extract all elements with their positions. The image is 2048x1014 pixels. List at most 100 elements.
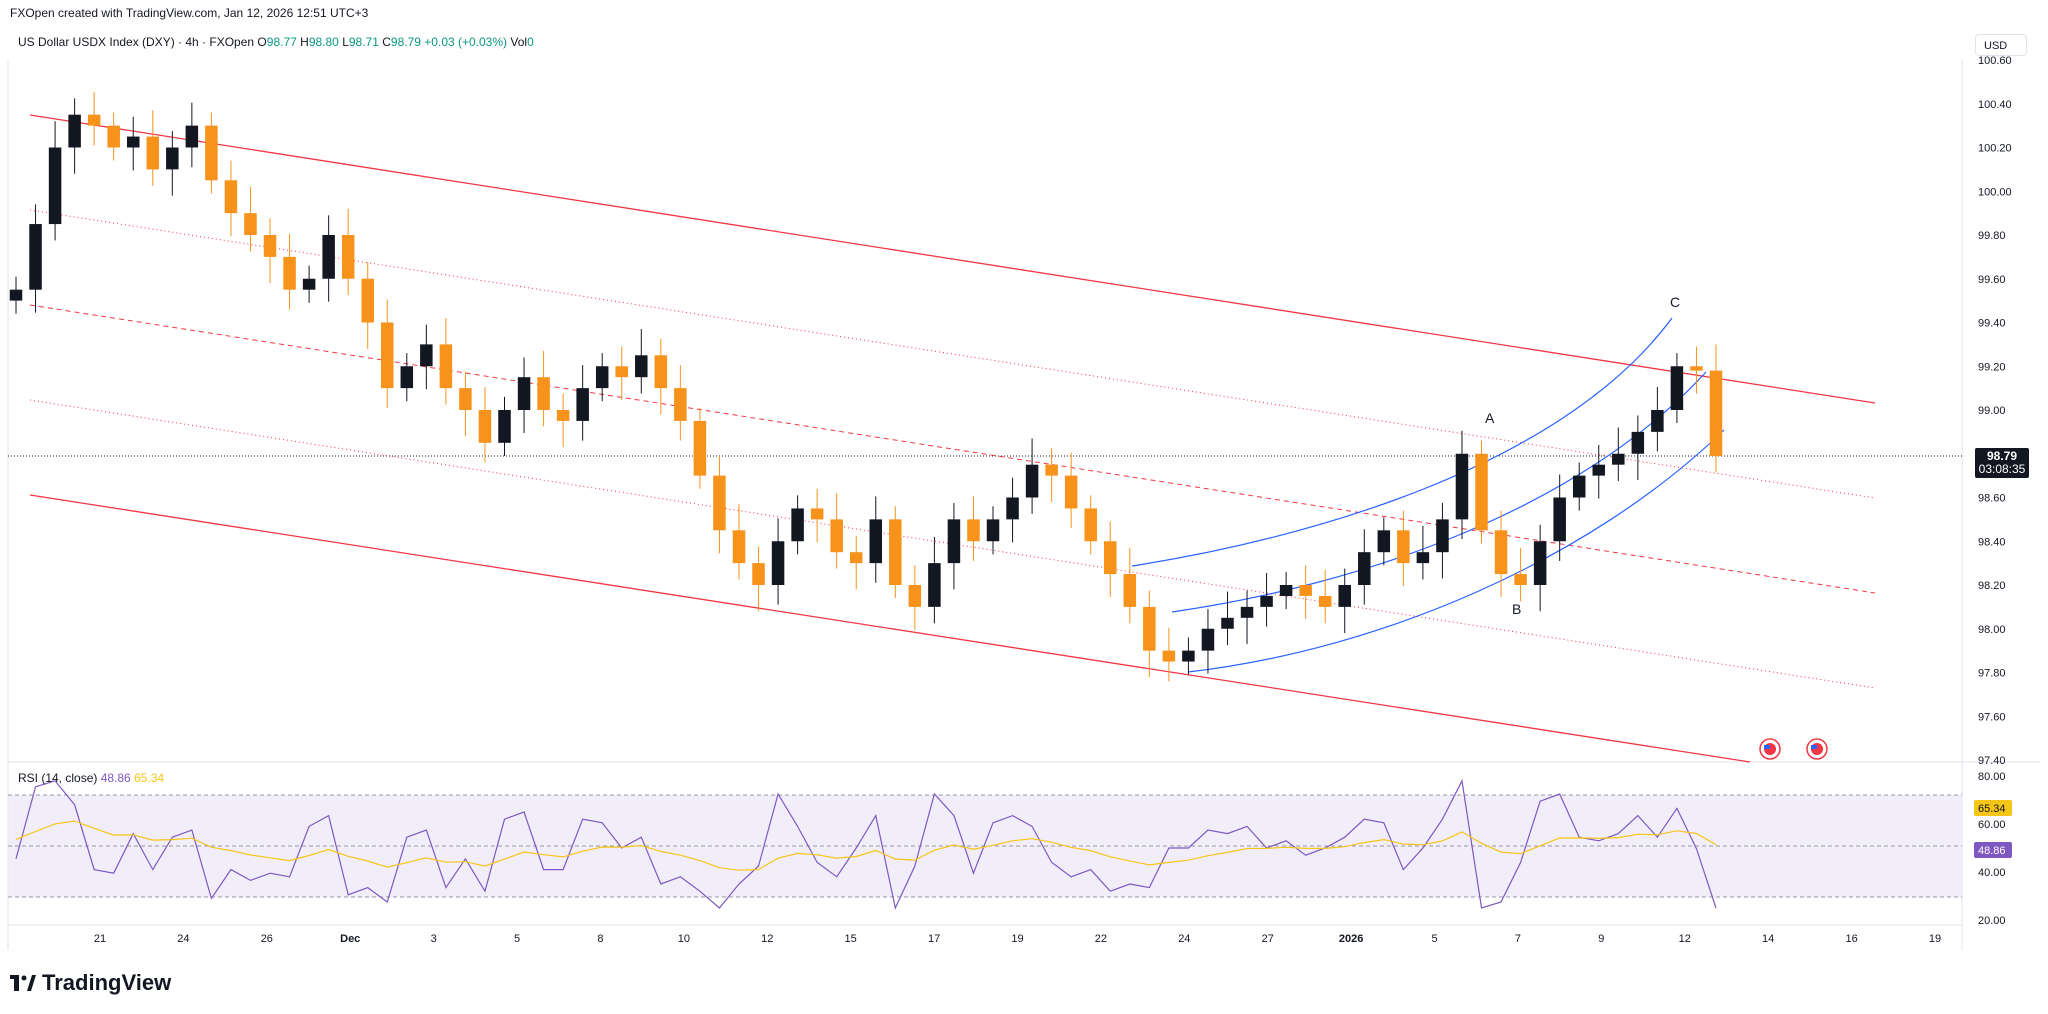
time-tick-label: 24 bbox=[1178, 933, 1190, 945]
price-tick-label: 98.20 bbox=[1978, 580, 2006, 592]
candle-body bbox=[1436, 519, 1449, 553]
rsi-value-tag bbox=[1974, 842, 2012, 858]
arc-upper[interactable] bbox=[1131, 317, 1673, 567]
time-tick-label: 7 bbox=[1515, 933, 1521, 945]
rsi-legend[interactable]: RSI (14, close) 48.86 65.34 bbox=[18, 771, 164, 785]
rsi-value-tag-text: 48.86 bbox=[1978, 845, 2006, 857]
volume-value: 0 bbox=[527, 35, 534, 49]
wave-label-a: A bbox=[1485, 410, 1495, 426]
change-value: +0.03 (+0.03%) bbox=[424, 35, 508, 49]
channel-three-quarter-line[interactable] bbox=[29, 399, 1876, 689]
time-tick-label: Dec bbox=[340, 933, 360, 945]
channel-upper-line[interactable] bbox=[29, 114, 1876, 404]
candle-body bbox=[498, 410, 511, 443]
candle-body bbox=[1358, 552, 1371, 585]
candle-body bbox=[263, 235, 277, 257]
price-tick-label: 97.80 bbox=[1978, 668, 2006, 680]
candle-body bbox=[224, 180, 238, 214]
candle-body bbox=[87, 114, 101, 126]
arc-lower[interactable] bbox=[1187, 429, 1725, 673]
candle-body bbox=[674, 388, 687, 421]
last-price-tag: 98.79 03:08:35 bbox=[1975, 448, 2029, 478]
candle-body bbox=[595, 366, 609, 389]
candle-body bbox=[732, 530, 746, 564]
time-tick-label: 22 bbox=[1095, 933, 1107, 945]
candle-body bbox=[361, 278, 374, 323]
candle-body bbox=[1709, 370, 1723, 456]
price-tick-label: 98.00 bbox=[1978, 624, 2006, 636]
rsi-line bbox=[15, 778, 1717, 910]
candle-body bbox=[322, 235, 335, 279]
time-tick-label: 9 bbox=[1598, 933, 1604, 945]
rsi-ma-value: 65.34 bbox=[134, 771, 165, 785]
candle-body bbox=[908, 585, 922, 607]
candle-body bbox=[146, 136, 160, 170]
us-event-flag-icon[interactable] bbox=[1806, 738, 1828, 760]
candle-body bbox=[1377, 530, 1391, 553]
time-tick-label: 14 bbox=[1762, 933, 1774, 945]
price-tick-label: 97.40 bbox=[1978, 755, 2006, 767]
close-value: 98.79 bbox=[390, 35, 421, 49]
candle-body bbox=[1006, 497, 1019, 520]
price-tick-label: 99.80 bbox=[1978, 230, 2006, 242]
candle-body bbox=[1514, 574, 1527, 585]
candle-body bbox=[341, 235, 355, 279]
candle-body bbox=[849, 552, 863, 564]
candle-body bbox=[928, 563, 941, 607]
time-tick-label: 12 bbox=[761, 933, 773, 945]
tradingview-logo[interactable]: TradingView bbox=[10, 970, 171, 996]
price-tick-label: 98.60 bbox=[1978, 493, 2006, 505]
candle-body bbox=[400, 366, 414, 389]
time-axis[interactable]: 21 24 26 Dec 3 5 8 10 12 15 17 19 22 24 27 2026 5 7 9 12 14 1… bbox=[94, 933, 1941, 945]
price-tick-label: 97.60 bbox=[1978, 711, 2006, 723]
candle-body bbox=[1279, 585, 1293, 596]
channel-quarter-line[interactable] bbox=[29, 209, 1876, 499]
rsi-tick-label: 80.00 bbox=[1978, 771, 2006, 783]
candle-body bbox=[1084, 508, 1097, 542]
open-value: 98.77 bbox=[266, 35, 297, 49]
candle-body bbox=[889, 519, 902, 585]
candle-body bbox=[126, 136, 140, 148]
rsi-tick-label: 20.00 bbox=[1978, 915, 2006, 927]
candle-body bbox=[1631, 431, 1645, 454]
candle-body bbox=[1416, 552, 1430, 564]
candle-body bbox=[420, 344, 433, 367]
curved-channel[interactable] bbox=[1131, 317, 1725, 673]
candle-body bbox=[1182, 650, 1195, 662]
candle-body bbox=[947, 519, 961, 564]
candle-body bbox=[537, 377, 550, 410]
price-axis[interactable]: 100.60 100.40 100.20 100.00 99.80 99.60 99.40 9… bbox=[1978, 55, 2012, 767]
channel-lower-line[interactable] bbox=[29, 494, 1751, 763]
candle-body bbox=[693, 420, 707, 476]
rsi-ma-tag bbox=[1974, 800, 2012, 816]
candle-body bbox=[517, 377, 531, 410]
high-label: H bbox=[300, 35, 309, 49]
wave-label-b: B bbox=[1512, 601, 1521, 617]
candle-body bbox=[1104, 541, 1117, 575]
candle-body bbox=[869, 519, 883, 564]
rsi-axis[interactable]: 80.00 60.00 40.00 20.00 bbox=[1978, 771, 2006, 927]
candle-body bbox=[1240, 606, 1254, 618]
candle-body bbox=[1572, 475, 1586, 498]
candle-body bbox=[810, 508, 824, 520]
currency-button[interactable]: USD bbox=[1975, 34, 2027, 56]
time-tick-label: 19 bbox=[1011, 933, 1023, 945]
symbol-legend[interactable]: US Dollar USDX Index (DXY) · 4h · FXOpen… bbox=[18, 35, 534, 49]
candle-body bbox=[967, 519, 980, 542]
us-event-flag-icon[interactable] bbox=[1759, 738, 1781, 760]
volume-label: Vol bbox=[510, 35, 528, 49]
symbol-name: US Dollar USDX Index (DXY) · 4h · FXOpen bbox=[18, 35, 255, 49]
candle-body bbox=[1455, 453, 1469, 520]
candle-body bbox=[1143, 606, 1156, 651]
last-price-value: 98.79 bbox=[1986, 449, 2018, 463]
candle-body bbox=[439, 344, 453, 389]
arc-middle[interactable] bbox=[1171, 371, 1707, 613]
price-tick-label: 99.40 bbox=[1978, 318, 2006, 330]
candle-body bbox=[1553, 497, 1566, 542]
candle-body bbox=[302, 278, 316, 290]
candle-body bbox=[1494, 530, 1508, 575]
low-label: L bbox=[342, 35, 349, 49]
descending-channel[interactable] bbox=[29, 114, 1876, 763]
candle-body bbox=[381, 322, 394, 389]
